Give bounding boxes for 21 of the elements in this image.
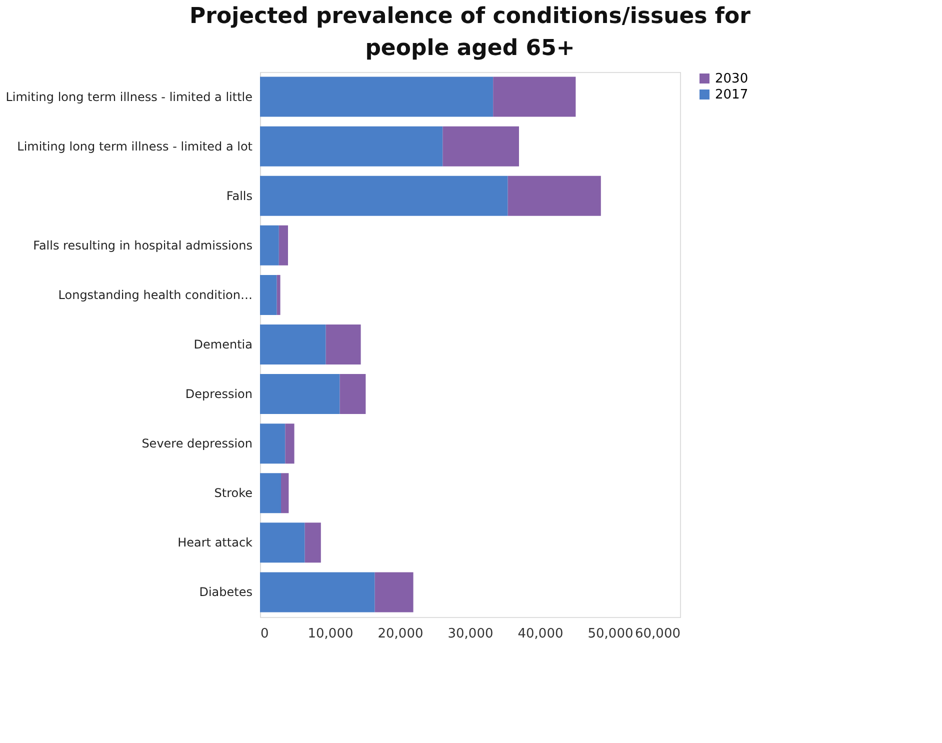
y-tick-label: Falls: [226, 188, 252, 203]
y-tick-label: Falls resulting in hospital admissions: [33, 238, 252, 252]
y-tick-label: Heart attack: [178, 536, 253, 550]
x-tick-label: 60,000: [635, 626, 680, 642]
y-tick-label: Depression: [185, 387, 252, 402]
x-tick-label: 30,000: [448, 626, 494, 642]
x-tick-label: 20,000: [378, 626, 424, 642]
y-tick-label: Severe depression: [142, 436, 252, 451]
x-tick-label: 40,000: [518, 626, 564, 642]
y-tick-label: Dementia: [194, 338, 252, 352]
legend-label: 2030: [715, 72, 748, 86]
legend-label: 2017: [715, 88, 748, 102]
x-tick-label: 0: [260, 626, 269, 642]
x-tick-label: 50,000: [588, 626, 634, 642]
y-tick-label: Longstanding health condition…: [58, 288, 252, 302]
y-tick-label: Limiting long term illness - limited a little: [6, 90, 252, 104]
y-tick-label: Limiting long term illness - limited a lot: [17, 139, 253, 154]
y-tick-label: Diabetes: [199, 585, 252, 600]
x-tick-label: 10,000: [308, 626, 354, 642]
chart-title: Projected prevalence of conditions/issues for people aged 65+: [190, 4, 751, 61]
y-tick-label: Stroke: [214, 486, 252, 500]
